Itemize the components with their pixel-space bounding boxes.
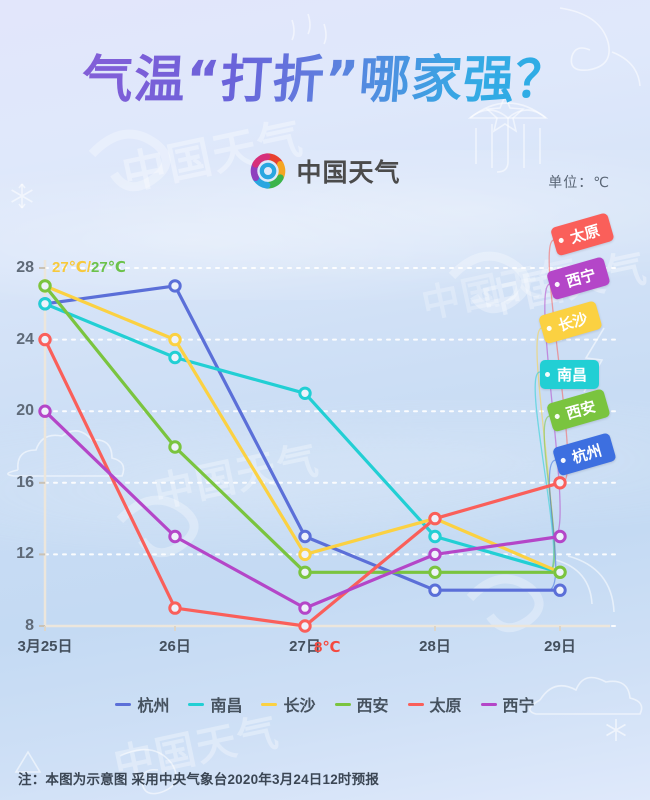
legend-swatch bbox=[261, 702, 278, 706]
legend-label: 西安 bbox=[356, 698, 389, 715]
gridlines bbox=[44, 267, 621, 627]
y-axis-tick-label: 28 bbox=[16, 259, 34, 276]
x-axis-tick-label: 27日 bbox=[289, 638, 321, 655]
header: 气温“打折”哪家强？ 中国天气 单位：℃ bbox=[0, 0, 650, 230]
legend-label: 长沙 bbox=[283, 698, 316, 715]
legend-swatch bbox=[188, 702, 205, 706]
tag-leader-lines bbox=[534, 239, 569, 591]
legend-label: 杭州 bbox=[137, 698, 170, 715]
brand-lockup: 中国天气 bbox=[0, 152, 650, 190]
unit-label: 单位：℃ bbox=[548, 174, 610, 190]
page-title: 气温“打折”哪家强？ bbox=[0, 38, 650, 112]
temperature-line-chart: 28 24 20 16 12 8 3月25日 26日 27日 28日 29日 27℃/27℃ 8℃ … bbox=[0, 212, 650, 680]
legend-item-南昌[interactable]: 南昌 bbox=[188, 692, 242, 716]
x-axis-tick-label: 3月25日 bbox=[17, 638, 73, 655]
y-axis-tick-label: 24 bbox=[16, 330, 34, 348]
chart-annotation: 27℃/27℃ bbox=[52, 259, 126, 276]
legend-item-杭州[interactable]: 杭州 bbox=[115, 692, 169, 716]
chart-annotation: 8℃ bbox=[314, 639, 341, 656]
x-axis-tick-label: 29日 bbox=[544, 638, 576, 655]
legend-label: 南昌 bbox=[210, 698, 243, 715]
y-axis-tick-label: 16 bbox=[16, 473, 34, 491]
chart-legend: 杭州 南昌 长沙 西安 太原 西宁 bbox=[0, 692, 650, 716]
legend-label: 太原 bbox=[429, 698, 462, 715]
x-axis-tick-label: 26日 bbox=[159, 638, 191, 655]
legend-swatch bbox=[407, 702, 424, 706]
legend-item-西宁[interactable]: 西宁 bbox=[480, 692, 535, 716]
chart-canvas bbox=[38, 239, 621, 633]
legend-swatch bbox=[480, 702, 497, 706]
axis-ticks bbox=[39, 267, 561, 631]
x-axis-tick-label: 28日 bbox=[419, 638, 451, 655]
legend-swatch bbox=[334, 702, 351, 706]
axis-lines bbox=[43, 260, 610, 628]
legend-swatch bbox=[115, 702, 132, 706]
legend-label: 西宁 bbox=[502, 698, 535, 715]
series-end-tag-南昌[interactable]: 南昌 bbox=[540, 360, 600, 389]
series-markers bbox=[38, 279, 567, 633]
legend-item-太原[interactable]: 太原 bbox=[407, 692, 462, 716]
china-weather-swirl-logo-icon bbox=[251, 153, 286, 189]
y-axis-tick-label: 20 bbox=[16, 402, 34, 420]
legend-item-长沙[interactable]: 长沙 bbox=[261, 692, 316, 716]
y-axis-tick-label: 8 bbox=[25, 617, 34, 634]
brand-name: 中国天气 bbox=[296, 159, 401, 187]
y-axis-tick-label: 12 bbox=[16, 545, 34, 563]
source-note: 注：本图为示意图 采用中央气象台2020年3月24日12时预报 bbox=[18, 772, 380, 787]
legend-item-西安[interactable]: 西安 bbox=[334, 692, 389, 716]
